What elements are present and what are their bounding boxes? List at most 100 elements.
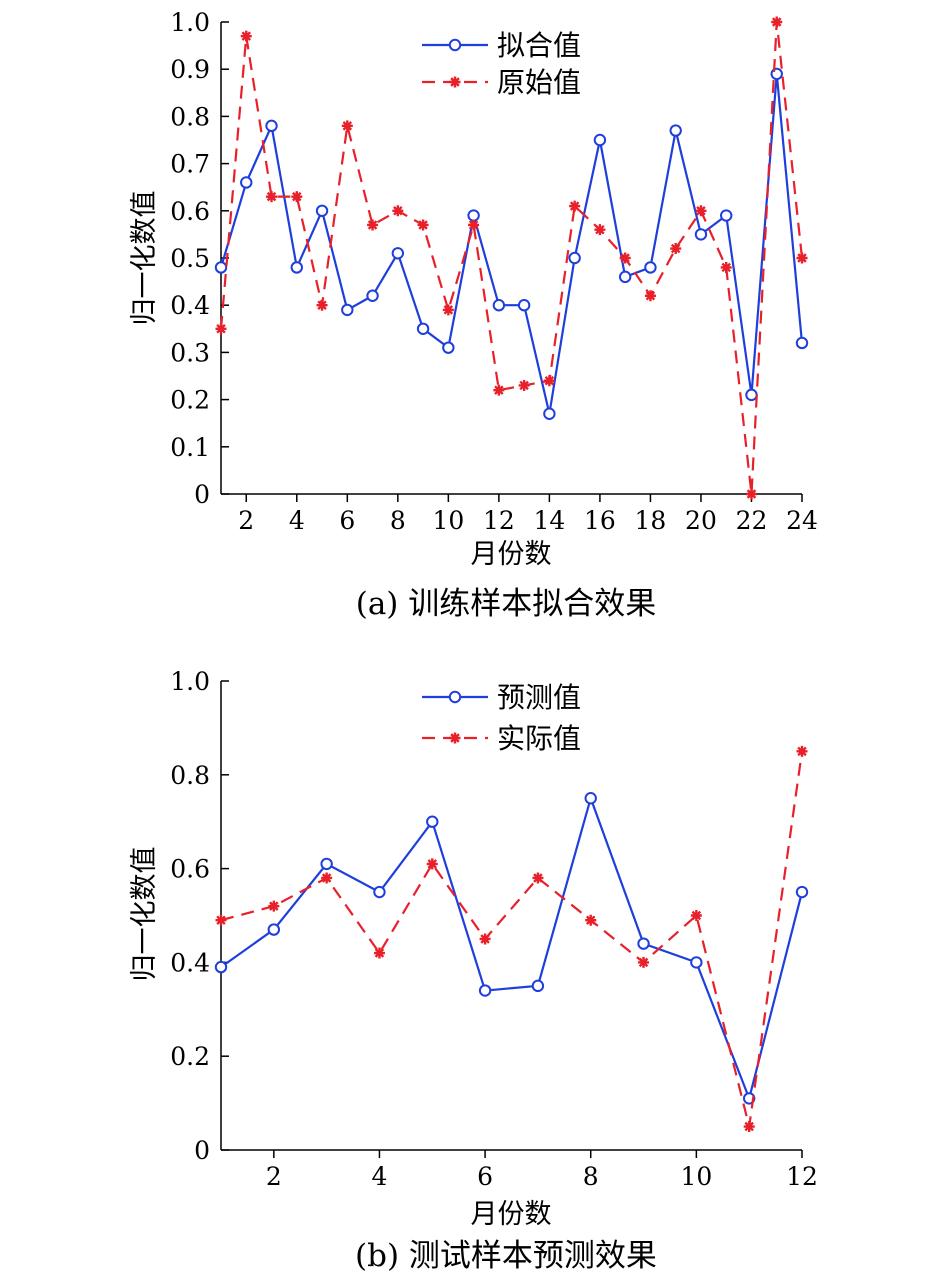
chart-a-series-0-point <box>694 228 708 241</box>
chart-a-series-0-point <box>265 119 278 133</box>
chart-a-y-tick-label: 0.1 <box>170 433 210 462</box>
chart-a-series-1-point <box>745 488 757 500</box>
chart-a-series-1-point <box>796 252 808 264</box>
chart-b-legend-1-marker <box>449 732 461 744</box>
chart-a-series-0-point <box>492 299 506 312</box>
chart-a-x-tick-label: 12 <box>483 506 515 535</box>
chart-a-series-0-point <box>391 247 405 260</box>
chart-b-series-1-point <box>426 858 438 870</box>
chart-a-series-1-point <box>341 120 353 132</box>
chart-b-x-tick-label: 2 <box>266 1162 282 1191</box>
chart-a-series-1-point <box>493 384 505 396</box>
chart-b-ylabel: 归一化数值 <box>129 847 160 982</box>
chart-a-x-tick-label: 8 <box>390 506 406 535</box>
chart-a-series-0-point <box>795 336 809 350</box>
chart-b-series-1-point <box>479 933 491 945</box>
chart-a-y-tick-label: 0.4 <box>170 291 210 320</box>
chart-b-series-0-point <box>795 885 809 899</box>
chart-training-fit: 00.10.20.30.40.50.60.70.80.91.02 4 6 8 10 12 1… <box>129 8 818 622</box>
chart-b-x-tick-label: 12 <box>786 1162 818 1191</box>
chart-a-series-1-point <box>468 219 480 231</box>
chart-a-series-0-point <box>618 270 632 284</box>
chart-a-legend-0-label: 拟合值 <box>497 29 581 62</box>
chart-a-x-tick-label: 16 <box>584 506 616 535</box>
chart-a-x-tick-label: 24 <box>786 506 818 535</box>
chart-a-y-tick-label: 0.7 <box>170 150 210 179</box>
chart-a-series-1-line <box>219 21 804 495</box>
chart-b-y-tick-label: 1.0 <box>170 667 210 696</box>
chart-b-series-1-point <box>532 872 544 884</box>
chart-a-series-1-point <box>442 304 454 316</box>
chart-a-series-1-point <box>720 261 732 273</box>
chart-a-series-1-point <box>644 290 656 302</box>
chart-a-x-tick-label: 20 <box>685 506 717 535</box>
chart-a-series-0-point <box>240 176 253 189</box>
chart-b-series-1-point <box>585 914 597 926</box>
chart-a-series-1-point <box>594 224 606 236</box>
chart-a-x-tick-label: 10 <box>432 506 464 535</box>
chart-b-y-tick-label: 0.2 <box>170 1042 210 1071</box>
chart-a-series-0-point <box>745 388 758 402</box>
chart-b-legend-0-label: 预测值 <box>497 681 581 714</box>
chart-b-series-1-line <box>220 751 804 1127</box>
chart-a-legend-1-marker <box>449 76 461 88</box>
chart-a-series-0-point <box>290 261 303 274</box>
chart-a-x-tick-label: 2 <box>238 506 254 535</box>
chart-a-y-tick-label: 0.6 <box>170 197 210 226</box>
chart-b-series-0-point <box>426 815 439 828</box>
chart-a-series-1-point <box>543 375 555 387</box>
chart-b-series-1-point <box>268 900 280 912</box>
chart-a-x-tick-label: 14 <box>533 506 565 535</box>
chart-a-series-1-point <box>367 219 379 231</box>
chart-b-series-0-line <box>220 794 804 1103</box>
chart-b-series-0-point <box>584 792 597 805</box>
chart-b-series-0-point <box>214 960 228 974</box>
chart-b-series-1-point <box>373 947 385 959</box>
chart-a-series-1-point <box>417 219 429 231</box>
chart-a-series-1-point <box>215 323 227 335</box>
chart-a-series-1-point <box>266 191 278 203</box>
chart-a-series-0-point <box>214 261 228 274</box>
chart-a-series-1-point <box>619 252 631 264</box>
chart-b-legend-1-label: 实际值 <box>497 722 581 755</box>
chart-b-series-0-point <box>478 984 492 997</box>
chart-b-series-1-point <box>638 956 650 968</box>
chart-a-series-0-point <box>467 209 480 222</box>
chart-a-series-0-point <box>315 204 329 218</box>
chart-b-series-0-point <box>531 979 545 993</box>
chart-a-x-tick-label: 22 <box>736 506 768 535</box>
chart-b-series-1-point <box>743 1121 755 1133</box>
chart-a-series-0-point <box>543 407 556 420</box>
chart-a-series-0-point <box>366 289 379 302</box>
chart-a-series-0-point <box>593 133 607 147</box>
chart-b-xlabel: 月份数 <box>471 1199 552 1230</box>
chart-a-series-0-point <box>669 124 682 137</box>
chart-a-series-0-point <box>416 322 430 335</box>
chart-a-y-tick-label: 0.3 <box>170 338 210 367</box>
chart-a-legend-1-label: 原始值 <box>497 66 581 99</box>
chart-a-axes: 00.10.20.30.40.50.60.70.80.91.02 4 6 8 10 12 1… <box>170 8 818 535</box>
chart-a-y-tick-label: 0.9 <box>170 55 210 84</box>
chart-a-series-0-point <box>442 341 455 354</box>
chart-a-caption: (a) 训练样本拟合效果 <box>356 586 657 622</box>
chart-a-series-1-point <box>569 200 581 212</box>
chart-b-x-tick-label: 8 <box>583 1162 599 1191</box>
chart-a-xlabel: 月份数 <box>471 539 552 570</box>
chart-a-series <box>214 16 809 500</box>
chart-a-series-0-point <box>720 209 733 222</box>
chart-a-series-0-point <box>568 251 581 265</box>
chart-b-series-0-point <box>690 956 703 969</box>
chart-a-y-tick-label: 1.0 <box>170 8 210 37</box>
chart-a-series-0-point <box>644 261 657 274</box>
chart-a-series-0-point <box>517 299 531 312</box>
chart-a-series-1-point <box>771 16 783 28</box>
chart-a-series-1-point <box>392 205 404 217</box>
chart-a-y-tick-label: 0.2 <box>170 386 210 415</box>
chart-a-x-tick-label: 4 <box>289 506 305 535</box>
chart-a-y-tick-label: 0.5 <box>170 244 210 273</box>
chart-a-series-1-point <box>291 191 303 203</box>
